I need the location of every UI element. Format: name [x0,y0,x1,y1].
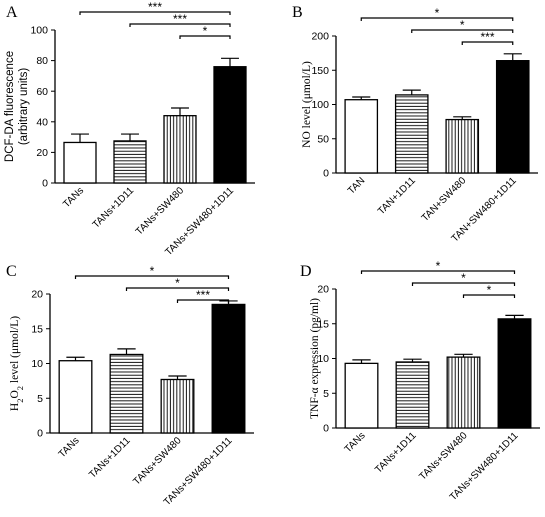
y-tick-label: 100 [311,99,329,111]
bar [344,99,379,174]
y-tick-label: 60 [36,86,48,98]
significance-label: * [435,6,440,20]
significance-bracket [79,11,231,15]
bar [63,141,97,184]
panel-d-letter: D [300,263,312,280]
y-tick-label: 0 [42,178,48,190]
panel-a: A 0 20 40 60 80 100 DCF-DA fluorescence (arbitr… [4,0,255,258]
y-tick-label: 20 [31,289,43,301]
significance-label: * [460,18,465,32]
category-label: TANs+1D11 [373,430,419,476]
panel-b-letter: B [292,4,303,21]
category-label: TANs [343,430,368,455]
bar [213,66,247,184]
significance-label: * [203,24,208,38]
bar [446,356,481,429]
y-axis-label: NO level (μmol/L) [301,61,313,148]
category-label: TANs+SW480 [131,435,184,488]
bar [394,94,429,174]
y-tick-label: 150 [311,65,329,77]
bar [160,378,195,434]
panel-b: B 0 50 100 150 200 NO level (μmol/L) TAN TAN+1D… [292,4,538,245]
y-tick-label: 200 [311,31,329,43]
significance-bracket [360,17,514,21]
y-tick-label: 0 [37,428,43,440]
significance-bracket [176,299,230,303]
category-label: TAN [346,175,367,196]
category-label: TANs+SW480 [417,430,470,483]
bar [395,361,430,429]
panel-a-plot: 0 20 40 60 80 100 DCF-DA fluorescence (arbitrar… [4,0,255,258]
significance-bracket [74,275,230,279]
significance-bracket [461,41,514,45]
bar [211,303,246,434]
panel-c-plot: 0 5 10 15 20 H2O2 level (μmol/L) TANs TANs+1D11… [9,264,254,508]
significance-label: *** [173,12,187,26]
y-tick-label: 80 [36,55,48,67]
significance-bracket [179,35,231,39]
significance-label: *** [196,288,210,302]
bar [109,353,144,434]
y-tick-label: 40 [36,116,48,128]
y-tick-label: 100 [30,25,48,37]
y-tick-label: 50 [317,133,329,145]
significance-bracket [125,287,230,291]
category-label: TAN+SW480 [420,175,469,224]
significance-label: * [175,276,180,290]
y-tick-label: 15 [31,323,43,335]
bar [344,362,379,429]
panel-c: C 0 5 10 15 20 H2O2 level (μmol/L) TANs TANs+1D… [6,263,254,508]
y-tick-label: 15 [317,318,329,330]
bar [497,318,532,429]
significance-bracket [129,23,231,27]
category-label: TAN+1D11 [376,175,418,217]
y-tick-label: 10 [31,358,43,370]
significance-label: * [487,283,492,297]
category-label: TANs+1D11 [91,185,137,231]
panel-c-letter: C [6,263,17,280]
y-tick-label: 20 [317,284,329,296]
significance-label: * [461,271,466,285]
significance-bracket [411,29,514,33]
bar [58,360,93,434]
y-axis-label: H2O2 level (μmol/L) [9,316,25,411]
significance-bracket [462,294,516,298]
y-tick-label: 10 [317,353,329,365]
significance-label: * [150,264,155,278]
y-tick-label: 5 [37,393,43,405]
y-axis-label: DCF-DA fluorescence (arbitrary units) [4,51,30,162]
significance-bracket [360,270,516,274]
category-label: TANs [57,435,82,460]
category-label: TANs [61,185,86,210]
significance-label: *** [480,30,494,44]
bar [163,115,197,184]
y-tick-label: 5 [323,388,329,400]
panel-b-plot: 0 50 100 150 200 NO level (μmol/L) TAN TAN+1D11… [301,6,538,245]
y-tick-label: 0 [323,423,329,435]
bar [113,140,147,184]
y-tick-label: 20 [36,147,48,159]
y-axis-label: TNF-α expression (pg/ml) [309,298,321,419]
category-label: TANs+1D11 [87,435,133,481]
significance-label: *** [148,0,162,14]
significance-bracket [411,282,516,286]
category-label: TANs+SW480 [134,185,187,238]
bar [445,118,480,174]
panel-a-letter: A [6,4,18,21]
y-tick-label: 0 [323,168,329,180]
significance-label: * [436,259,441,273]
bar [495,60,530,174]
